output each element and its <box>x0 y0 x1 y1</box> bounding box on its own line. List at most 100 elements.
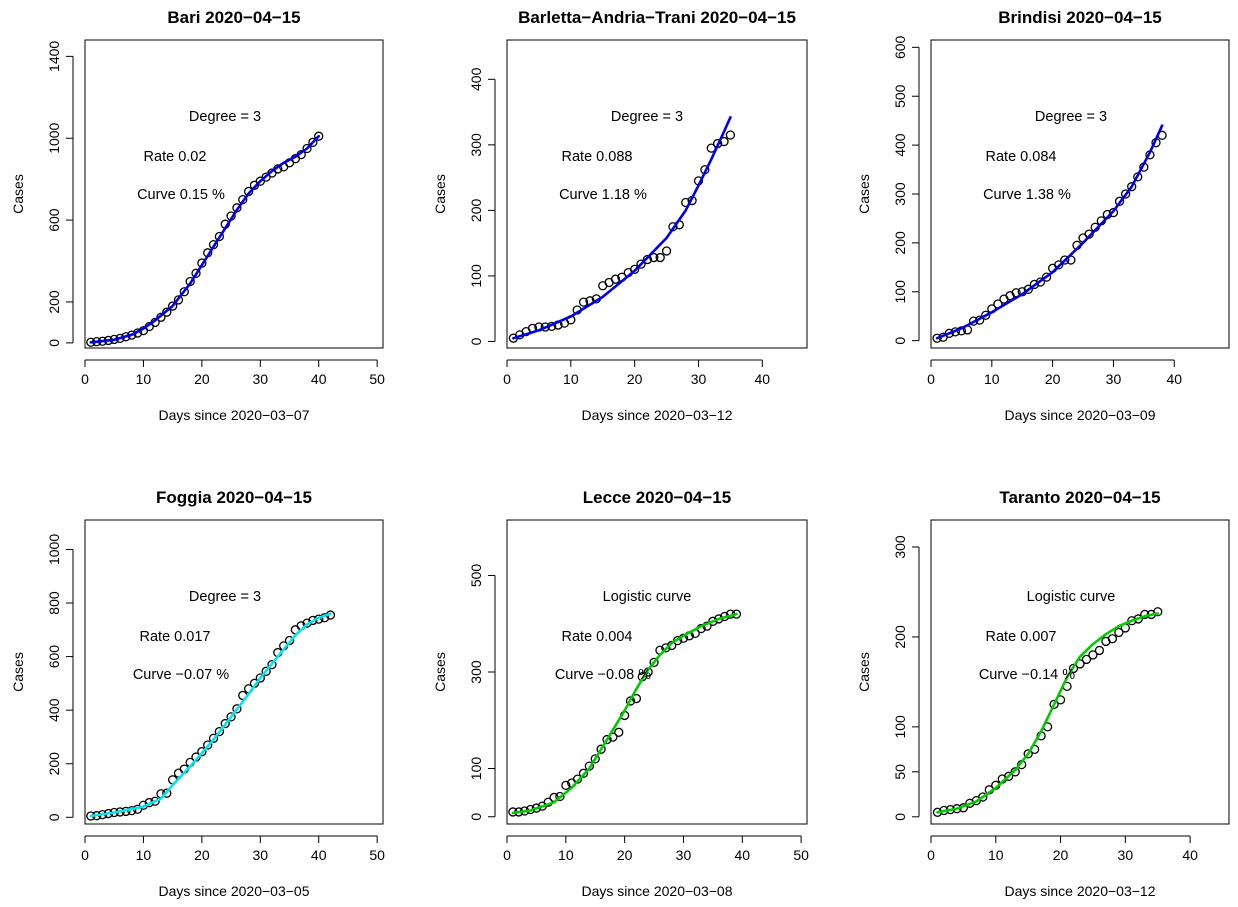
data-point <box>220 718 230 729</box>
y-tick-label: 100 <box>468 757 484 781</box>
data-point <box>214 726 225 737</box>
y-tick-label: 200 <box>892 231 908 255</box>
y-axis-label: Cases <box>856 652 872 692</box>
data-point <box>636 259 646 269</box>
data-point <box>590 754 600 764</box>
data-point <box>267 659 277 670</box>
data-point <box>1029 279 1040 290</box>
y-tick-label: 0 <box>46 813 62 821</box>
x-tick-label: 0 <box>503 847 511 863</box>
data-point <box>1120 189 1131 199</box>
x-tick-label: 30 <box>1106 371 1122 387</box>
annotation-text: Degree = 3 <box>611 109 683 125</box>
fit-curve <box>936 612 1159 814</box>
data-point <box>308 615 318 626</box>
data-point <box>1023 749 1033 759</box>
y-tick-label: 500 <box>892 84 908 108</box>
data-point <box>1004 771 1014 781</box>
data-point <box>1114 627 1124 638</box>
y-tick-label: 100 <box>468 264 484 288</box>
x-axis-label: Days since 2020−03−05 <box>159 883 310 899</box>
plot-frame <box>84 39 384 349</box>
data-point <box>1060 255 1070 265</box>
data-point <box>191 268 201 278</box>
annotation-text: Rate 0.088 <box>562 149 633 165</box>
annotation-text: Degree = 3 <box>1035 109 1107 125</box>
data-point <box>649 252 659 263</box>
y-tick-label: 600 <box>46 208 62 232</box>
data-point <box>284 635 295 646</box>
y-tick-label: 300 <box>468 133 484 157</box>
x-tick-label: 40 <box>735 847 751 863</box>
chart-panel: Foggia 2020−04−15 0 10 20 30 40 50 Days since 2… <box>10 488 385 899</box>
y-axis-label: Cases <box>856 174 872 214</box>
y-tick-label: 100 <box>892 715 908 739</box>
data-point <box>1153 607 1163 617</box>
x-tick-label: 10 <box>984 371 1000 387</box>
data-point <box>1081 654 1092 665</box>
data-point <box>725 130 736 140</box>
data-point <box>555 791 565 802</box>
y-tick-label: 200 <box>46 752 62 776</box>
x-tick-label: 30 <box>253 371 269 387</box>
data-point <box>232 704 242 714</box>
x-tick-label: 10 <box>136 371 152 387</box>
y-tick-label: 0 <box>468 337 484 345</box>
data-point <box>1094 645 1105 656</box>
y-tick-label: 600 <box>892 35 908 59</box>
annotation-text: Curve −0.07 % <box>133 667 229 683</box>
x-tick-label: 40 <box>1182 847 1198 863</box>
y-axis-label: Cases <box>10 174 26 214</box>
x-tick-label: 0 <box>81 371 89 387</box>
y-tick-label: 200 <box>46 290 62 314</box>
data-point <box>255 673 265 683</box>
x-tick-label: 50 <box>793 847 809 863</box>
data-point <box>226 712 236 722</box>
data-point <box>1127 182 1137 192</box>
chart-panel: Barletta−Andria−Trani 2020−04−15 0 10 20 30 4… <box>432 8 808 423</box>
x-axis-label: Days since 2020−03−08 <box>582 883 733 899</box>
data-point <box>978 792 988 802</box>
chart-panel: Taranto 2020−04−15 0 10 20 30 40 Days since 20… <box>856 488 1230 899</box>
fit-curve <box>89 134 320 344</box>
y-tick-label: 300 <box>892 535 908 559</box>
data-point <box>308 137 318 147</box>
plot-frame <box>506 39 808 349</box>
data-point <box>642 254 653 265</box>
x-tick-label: 30 <box>676 847 692 863</box>
data-point <box>167 301 178 311</box>
chart-title: Lecce 2020−04−15 <box>583 488 731 507</box>
data-point <box>197 747 207 757</box>
annotation-text: Rate 0.02 <box>144 149 207 165</box>
data-point <box>314 131 324 141</box>
x-tick-label: 40 <box>755 371 771 387</box>
data-point <box>561 780 571 791</box>
x-tick-label: 30 <box>1118 847 1134 863</box>
x-tick-label: 10 <box>136 847 152 863</box>
annotation-text: Logistic curve <box>603 589 692 605</box>
y-tick-label: 1400 <box>46 41 62 72</box>
x-axis-label: Days since 2020−03−07 <box>159 407 310 423</box>
data-point <box>614 727 624 737</box>
data-point <box>1068 663 1079 674</box>
x-axis-label: Days since 2020−03−12 <box>582 407 733 423</box>
y-tick-label: 100 <box>892 280 908 304</box>
data-point <box>596 744 606 754</box>
y-tick-label: 800 <box>46 591 62 615</box>
x-tick-label: 20 <box>617 847 633 863</box>
data-point <box>708 616 718 626</box>
data-point <box>655 252 665 263</box>
y-tick-label: 200 <box>468 198 484 222</box>
y-tick-label: 400 <box>892 133 908 157</box>
data-point <box>173 295 184 305</box>
x-tick-label: 20 <box>1045 371 1061 387</box>
data-point <box>162 788 172 798</box>
fit-curve <box>89 612 332 818</box>
y-tick-label: 1000 <box>46 122 62 153</box>
annotation-text: Curve 1.18 % <box>559 187 647 203</box>
y-tick-label: 500 <box>468 564 484 588</box>
annotation-text: Logistic curve <box>1027 589 1116 605</box>
data-point <box>150 796 160 806</box>
annotation-text: Curve 1.38 % <box>983 187 1071 203</box>
